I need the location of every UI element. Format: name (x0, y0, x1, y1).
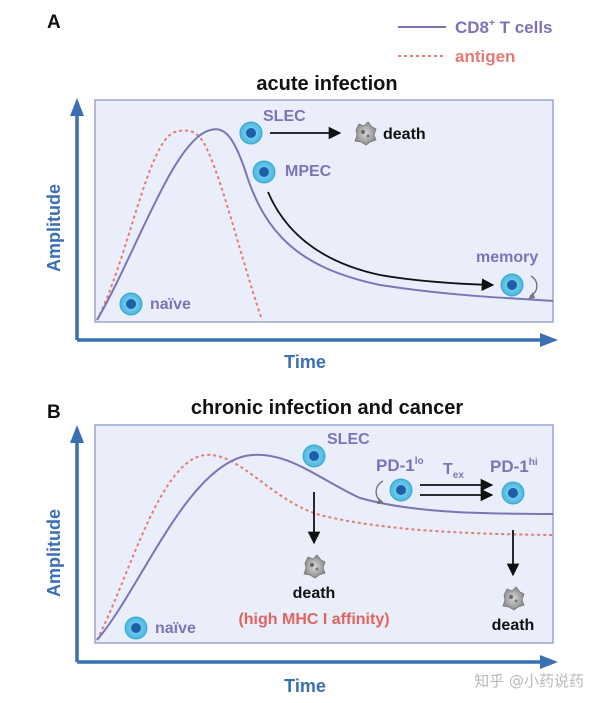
panel-b-death-right-label: death (492, 617, 535, 634)
panel-b-x-label: Time (284, 676, 326, 696)
panel-b-cd8-curve (96, 453, 554, 641)
panel-b-naive-cell-icon (124, 616, 148, 640)
panel-b-naive-label: naïve (155, 620, 196, 637)
panel-a-mpec-cell-icon (252, 160, 276, 184)
panel-b-pd1lo-label: PD-1lo (376, 456, 424, 475)
legend-antigen-label: antigen (455, 47, 515, 66)
panel-a-antigen-curve (96, 129, 263, 321)
panel-b-self-renew-arrowhead-icon (377, 498, 385, 504)
panel-b-x-axis-arrow (540, 655, 558, 669)
panel-b-y-label: Amplitude (44, 509, 64, 597)
panel-a-naive-label: naïve (150, 296, 191, 313)
panel-a-cd8-curve (96, 128, 554, 321)
panel-a-naive-cell-icon (119, 292, 143, 316)
panel-a-self-renew-arrowhead-icon (528, 292, 535, 299)
panel-b-y-axis-arrow (70, 425, 84, 443)
watermark: 知乎 @小药说药 (474, 672, 584, 690)
panel-a-slec-cell-icon (239, 121, 263, 145)
panel-b-letter: B (47, 402, 61, 423)
panel-a-mpec-arrow (267, 191, 495, 291)
panel-a-mpec-label: MPEC (285, 163, 332, 180)
panel-b-slec-label: SLEC (327, 431, 370, 448)
panel-b-title: chronic infection and cancer (191, 397, 464, 419)
panel-b-affinity-note: (high MHC I affinity) (238, 611, 389, 628)
panel-b-pd1hi-cell-icon (501, 481, 525, 505)
panel-b-tex-label: Tex (443, 461, 464, 481)
legend-cd8-label: CD8+ T cells (455, 18, 553, 37)
panel-a-y-label: Amplitude (44, 184, 64, 272)
panel-a-memory-cell-icon (500, 273, 524, 297)
panel-a-x-label: Time (284, 352, 326, 372)
panel-b-slec-cell-icon (302, 444, 326, 468)
panel-b-antigen-curve (96, 453, 554, 641)
panel-b-pd1hi-label: PD-1hi (490, 457, 538, 476)
panel-b-death-left-label: death (293, 585, 336, 602)
panel-a-slec-label: SLEC (263, 108, 306, 125)
panel-a-y-axis-arrow (70, 98, 84, 116)
legend: CD8+ T cells antigen (398, 18, 553, 66)
panel-b-pd1lo-cell-icon (389, 478, 413, 502)
panel-a-title: acute infection (256, 73, 397, 95)
panel-a-death-label: death (383, 126, 426, 143)
panel-a-x-axis-arrow (540, 333, 558, 347)
panel-a: A acute infection Amplitude Time naïve S… (44, 12, 558, 372)
panel-a-letter: A (47, 12, 61, 33)
panel-a-memory-label: memory (476, 249, 538, 266)
panel-b: B chronic infection and cancer Amplitude… (44, 397, 558, 696)
